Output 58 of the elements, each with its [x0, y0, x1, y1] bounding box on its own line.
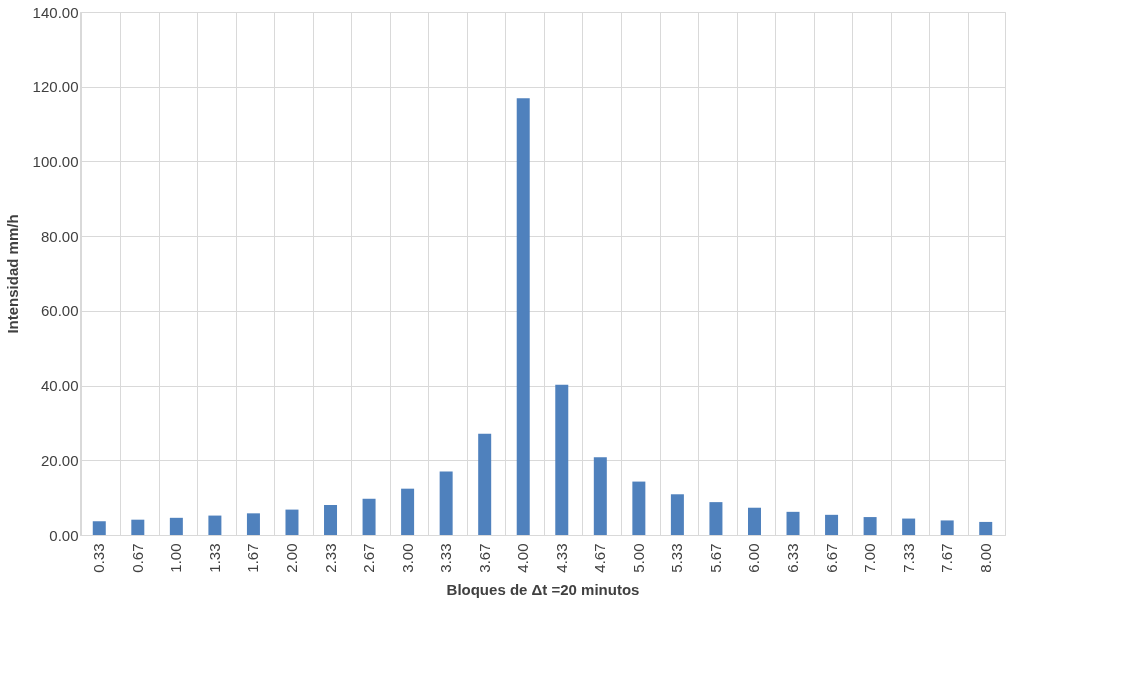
bar — [478, 433, 492, 535]
y-tick-label: 100.00 — [32, 152, 79, 170]
bar — [593, 457, 607, 535]
x-tick-label: 4.00 — [514, 543, 532, 573]
x-tick-label: 3.67 — [475, 543, 493, 573]
bar — [92, 521, 106, 535]
x-tick-label: 0.67 — [128, 543, 146, 573]
x-tick-label: 8.00 — [976, 543, 994, 573]
x-tick-label: 2.00 — [282, 543, 300, 573]
bar — [825, 514, 839, 535]
x-tick-label: 2.67 — [360, 543, 378, 573]
bar — [670, 494, 684, 535]
x-tick-label: 7.00 — [861, 543, 879, 573]
x-tick-label: 6.00 — [745, 543, 763, 573]
x-tick-label: 6.67 — [822, 543, 840, 573]
y-axis-title: Intensidad mm/h — [3, 214, 21, 334]
bar — [401, 488, 415, 535]
x-tick-label: 1.67 — [244, 543, 262, 573]
bar — [131, 519, 145, 535]
x-tick-label: 6.33 — [784, 543, 802, 573]
y-tick-label: 120.00 — [32, 78, 79, 96]
y-tick-label: 0.00 — [49, 526, 79, 544]
x-tick-label: 4.33 — [552, 543, 570, 573]
x-tick-label: 5.00 — [629, 543, 647, 573]
bar — [632, 481, 646, 535]
x-tick-label: 3.00 — [398, 543, 416, 573]
x-tick-label: 7.67 — [938, 543, 956, 573]
bar — [863, 517, 877, 535]
bar — [516, 98, 530, 535]
bar — [979, 521, 993, 535]
x-tick-label: 3.33 — [437, 543, 455, 573]
bar — [940, 520, 954, 535]
bar — [902, 518, 916, 535]
bar — [747, 507, 761, 535]
x-axis-title: Bloques de Δt =20 minutos — [446, 580, 640, 598]
x-tick-label: 0.33 — [90, 543, 108, 573]
x-tick-label: 4.67 — [591, 543, 609, 573]
bar — [362, 498, 376, 535]
bar — [786, 511, 800, 535]
bar — [246, 513, 260, 535]
bar — [169, 517, 183, 535]
bar — [555, 384, 569, 535]
bar — [324, 505, 338, 535]
y-tick-label: 40.00 — [40, 377, 79, 395]
y-tick-label: 80.00 — [40, 227, 79, 245]
x-tick-label: 1.33 — [205, 543, 223, 573]
bar — [208, 515, 222, 535]
x-tick-label: 5.67 — [706, 543, 724, 573]
x-tick-label: 1.00 — [167, 543, 185, 573]
bar — [709, 502, 723, 535]
bar — [439, 471, 453, 535]
y-tick-label: 20.00 — [40, 451, 79, 469]
bar — [285, 509, 299, 535]
x-tick-label: 7.33 — [899, 543, 917, 573]
x-tick-label: 2.33 — [321, 543, 339, 573]
y-tick-label: 140.00 — [32, 3, 79, 21]
y-tick-label: 60.00 — [40, 302, 79, 320]
x-tick-label: 5.33 — [668, 543, 686, 573]
